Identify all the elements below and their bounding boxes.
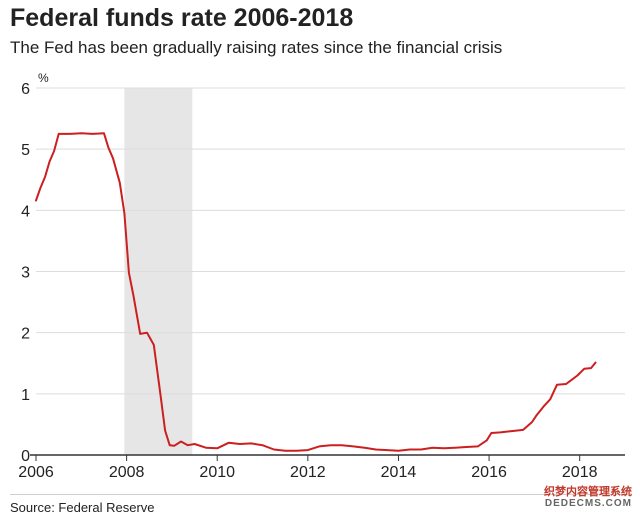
- x-tick-label: 2014: [381, 464, 417, 481]
- x-tick-label: 2012: [290, 464, 326, 481]
- source-note: Source: Federal Reserve: [10, 500, 155, 515]
- y-tick-label: 2: [21, 326, 30, 343]
- watermark-line-2: DEDECMS.COM: [544, 498, 632, 509]
- y-tick-label: 5: [21, 142, 30, 159]
- x-tick-label: 2006: [18, 464, 54, 481]
- x-tick-label: 2016: [471, 464, 507, 481]
- footer-divider: [10, 494, 628, 495]
- y-axis-unit-label: %: [38, 71, 49, 85]
- series-line-fed-funds-rate: [35, 132, 597, 452]
- watermark: 织梦内容管理系统 DEDECMS.COM: [544, 486, 632, 510]
- y-tick-label: 6: [21, 81, 30, 98]
- x-tick-label: 2018: [562, 464, 598, 481]
- y-tick-label: 3: [21, 265, 30, 282]
- line-chart: 0 1 2 3 4 5 6% 2006 2008 2010 2012 2014 2016 2018: [18, 71, 625, 481]
- chart-subtitle: The Fed has been gradually raising rates…: [10, 38, 503, 57]
- x-tick-label: 2008: [109, 464, 145, 481]
- watermark-line-1: 织梦内容管理系统: [544, 486, 632, 498]
- x-tick-label: 2010: [199, 464, 235, 481]
- y-tick-label: 4: [21, 203, 30, 220]
- chart-title: Federal funds rate 2006-2018: [10, 4, 354, 32]
- y-tick-label: 1: [21, 387, 30, 404]
- y-tick-label: 0: [21, 448, 30, 465]
